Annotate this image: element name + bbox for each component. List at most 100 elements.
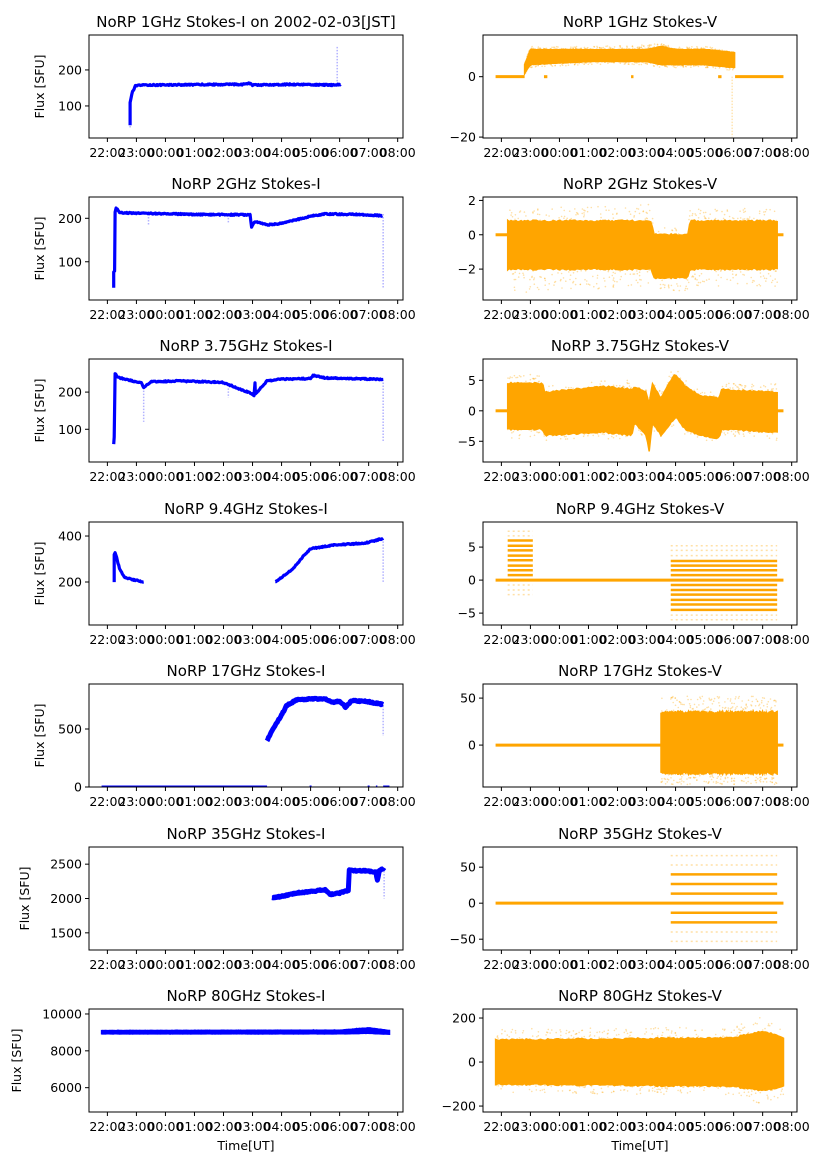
data-band: [660, 709, 778, 777]
scatter-point: [573, 437, 575, 440]
scatter-point: [572, 281, 574, 284]
subplot-1: NoRP 1GHz Stokes-I on 2002-02-03[JST]100…: [32, 13, 416, 160]
scatter-point: [612, 384, 615, 387]
scatter-point: [582, 435, 585, 438]
scatter-point: [620, 275, 622, 278]
y-axis-label: Flux [SFU]: [32, 379, 47, 443]
x-tick-label: 23:00: [512, 145, 548, 160]
scatter-point: [605, 209, 607, 211]
scatter-point: [707, 66, 709, 69]
x-tick-label: 22:00: [483, 469, 519, 484]
scatter-point: [715, 210, 718, 212]
scatter-point: [615, 384, 618, 387]
scatter-point: [692, 776, 695, 779]
scatter-point: [614, 272, 616, 275]
scatter-point: [675, 66, 677, 69]
scatter-point: [653, 430, 656, 432]
scatter-point: [513, 374, 516, 377]
scatter-point: [706, 710, 709, 713]
scatter-point: [660, 43, 663, 45]
scatter-point: [573, 64, 576, 66]
data-line: [112, 551, 145, 584]
scatter-point: [697, 217, 700, 219]
scatter-point: [596, 274, 599, 277]
scatter-point: [580, 47, 582, 49]
scatter-point: [679, 778, 681, 781]
scatter-point: [639, 204, 642, 206]
x-tick-label: 08:00: [380, 469, 416, 484]
scatter-point: [553, 284, 555, 286]
scatter-point: [523, 211, 526, 213]
scatter-point: [758, 210, 761, 212]
x-tick-label: 22:00: [89, 1119, 125, 1134]
scatter-point: [661, 279, 663, 282]
scatter-point: [708, 780, 710, 783]
scatter-point: [727, 698, 729, 700]
scatter-point: [691, 212, 694, 215]
x-tick-label: 05:00: [293, 307, 329, 322]
scatter-point: [697, 284, 699, 287]
x-tick-label: 02:00: [205, 794, 241, 809]
scatter-point: [638, 212, 641, 215]
scatter-point: [694, 213, 696, 215]
y-tick-label: 200: [58, 211, 82, 226]
scatter-point: [537, 208, 539, 210]
scatter-point: [725, 385, 727, 388]
x-tick-label: 07:00: [351, 469, 387, 484]
scatter-point: [603, 277, 605, 280]
scatter-point: [583, 63, 585, 65]
scatter-point: [765, 277, 768, 280]
scatter-point: [636, 46, 639, 49]
scatter-point: [769, 208, 771, 211]
scatter-point: [744, 386, 746, 389]
scatter-point: [720, 269, 722, 272]
x-tick-label: 22:00: [483, 957, 519, 972]
scatter-point: [720, 276, 722, 279]
scatter-point: [573, 63, 576, 66]
scatter-point: [667, 44, 670, 47]
scatter-point: [515, 376, 517, 379]
x-tick-label: 05:00: [687, 632, 723, 647]
y-tick-label: 8000: [50, 1043, 82, 1058]
scatter-point: [563, 217, 565, 219]
x-tick-label: 02:00: [205, 145, 241, 160]
plot-area: [495, 203, 784, 293]
subplot-title: NoRP 9.4GHz Stokes-I: [164, 500, 328, 518]
scatter-point: [664, 778, 667, 781]
scatter-point: [629, 273, 632, 276]
scatter-point: [640, 46, 642, 49]
scatter-point: [660, 43, 662, 46]
scatter-point: [638, 63, 640, 66]
scatter-point: [605, 45, 607, 48]
scatter-point: [746, 217, 749, 220]
subplot-title: NoRP 35GHz Stokes-V: [558, 825, 723, 843]
x-tick-label: 01:00: [176, 307, 212, 322]
scatter-point: [712, 66, 714, 69]
scatter-point: [613, 46, 616, 48]
y-tick-label: −5: [458, 606, 476, 621]
scatter-point: [763, 777, 766, 780]
scatter-point: [672, 709, 675, 712]
scatter-point: [771, 432, 774, 435]
scatter-point: [765, 777, 767, 780]
x-tick-label: 00:00: [147, 1119, 183, 1134]
x-tick-label: 06:00: [716, 145, 752, 160]
scatter-point: [562, 277, 565, 279]
scatter-point: [672, 65, 675, 67]
scatter-point: [677, 706, 680, 709]
scatter-point: [771, 388, 773, 391]
scatter-point: [570, 386, 572, 389]
scatter-point: [704, 217, 706, 219]
scatter-point: [648, 209, 651, 212]
scatter-point: [685, 65, 687, 68]
scatter-point: [631, 45, 634, 47]
scatter-point: [718, 67, 721, 69]
scatter-point: [762, 780, 765, 783]
scatter-point: [568, 210, 571, 212]
scatter-point: [647, 45, 649, 47]
scatter-point: [610, 47, 612, 49]
scatter-point: [660, 781, 662, 783]
scatter-point: [748, 216, 751, 218]
scatter-point: [759, 285, 762, 287]
scatter-point: [730, 780, 733, 782]
